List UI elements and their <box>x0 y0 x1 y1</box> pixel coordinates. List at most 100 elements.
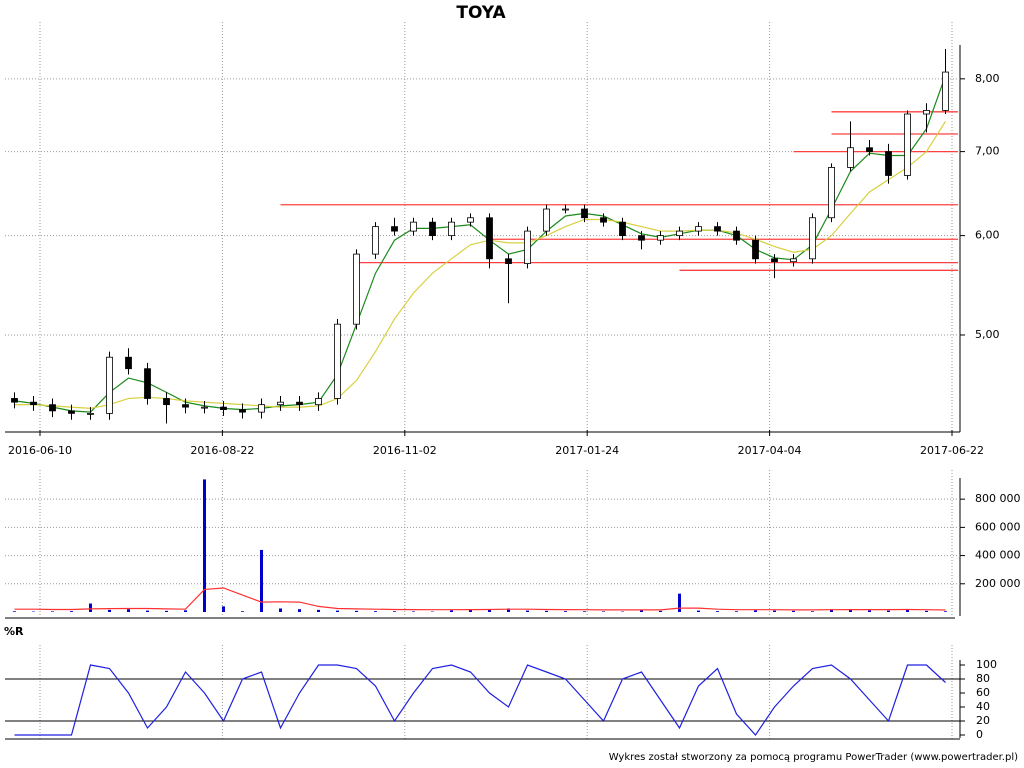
y-tick-label: 100 <box>976 658 997 671</box>
y-tick-label: 6,00 <box>975 229 1000 242</box>
candle-body <box>866 147 873 153</box>
candle-body <box>657 235 664 241</box>
candle-body <box>144 368 151 399</box>
candle-body <box>258 404 265 413</box>
candle-body <box>334 323 341 399</box>
y-tick-label: 8,00 <box>975 72 1000 85</box>
y-tick-label: 20 <box>976 714 990 727</box>
candle-body <box>904 113 911 176</box>
x-tick-label: 2017-01-24 <box>555 444 619 457</box>
candle-body <box>752 239 759 260</box>
candle-body <box>296 401 303 406</box>
candle-body <box>942 71 949 111</box>
volume-bar <box>165 610 168 612</box>
candle-body <box>790 258 797 263</box>
volume-bar <box>868 610 871 612</box>
moving-average <box>14 120 947 410</box>
candle-body <box>923 109 930 115</box>
candle-body <box>353 253 360 325</box>
volume-bar <box>146 610 149 612</box>
volume-bar <box>450 610 453 612</box>
volume-bar <box>887 610 890 612</box>
volume-average <box>14 587 946 611</box>
candle-body <box>809 217 816 260</box>
volume-bar <box>469 609 472 612</box>
y-tick-label: 7,00 <box>975 145 1000 158</box>
candle-body <box>562 208 569 211</box>
volume-bar <box>374 611 377 612</box>
volume-bar <box>127 609 130 612</box>
y-tick-label: 40 <box>976 700 990 713</box>
volume-bar <box>906 609 909 612</box>
candle-body <box>429 221 436 237</box>
volume-bar <box>184 610 187 612</box>
x-tick-label: 2017-04-04 <box>738 444 802 457</box>
candle-body <box>619 221 626 237</box>
candle-body <box>486 217 493 260</box>
candle-body <box>68 410 75 414</box>
indicator-line <box>14 664 946 736</box>
volume-bar <box>317 609 320 612</box>
candle-body <box>106 356 113 414</box>
volume-bar <box>70 611 73 612</box>
volume-bar <box>89 603 92 612</box>
candle-body <box>505 258 512 264</box>
candle-body <box>315 398 322 406</box>
candle-body <box>182 404 189 408</box>
y-tick-label: 600 000 <box>975 520 1021 533</box>
candle-body <box>581 208 588 219</box>
y-tick-label: 80 <box>976 672 990 685</box>
candle-body <box>524 230 531 264</box>
volume-bar <box>735 611 738 612</box>
volume-bar <box>279 608 282 612</box>
volume-bar <box>336 610 339 612</box>
candle-body <box>11 398 18 403</box>
candle-body <box>372 226 379 255</box>
candle-body <box>391 226 398 232</box>
candle-body <box>87 412 94 415</box>
candle-body <box>30 401 37 406</box>
footer: Wykres został stworzony za pomocą progra… <box>609 752 1018 763</box>
volume-bar <box>13 611 16 612</box>
volume-bar <box>298 609 301 612</box>
chart-title: TOYA <box>456 3 506 23</box>
y-tick-label: 800 000 <box>975 492 1021 505</box>
volume-bar <box>222 606 225 612</box>
volume-bar <box>678 593 681 612</box>
candle-body <box>638 235 645 241</box>
volume-bar <box>792 610 795 612</box>
candle-body <box>220 406 227 411</box>
x-tick-label: 2017-06-22 <box>920 444 984 457</box>
volume-bar <box>507 608 510 612</box>
volume-bar <box>849 609 852 612</box>
volume-bar <box>260 549 263 612</box>
volume-bar <box>640 609 643 612</box>
volume-bar <box>602 611 605 612</box>
candle-body <box>163 398 170 406</box>
volume-bar <box>393 611 396 612</box>
candle-body <box>695 226 702 232</box>
candle-body <box>277 401 284 406</box>
y-tick-label: 0 <box>976 728 983 741</box>
candle-body <box>410 221 417 232</box>
volume-bar <box>355 610 358 612</box>
x-tick-label: 2016-06-10 <box>8 444 72 457</box>
candle-body <box>828 167 835 219</box>
volume-bar <box>925 610 928 612</box>
candle-body <box>448 221 455 237</box>
candle-body <box>201 406 208 409</box>
volume-bar <box>811 611 814 612</box>
candle-body <box>543 208 550 232</box>
volume-bar <box>564 611 567 612</box>
volume-bar <box>754 610 757 612</box>
candle-body <box>714 226 721 232</box>
candle-body <box>676 230 683 237</box>
volume-bar <box>659 610 662 612</box>
candle-body <box>125 356 132 370</box>
volume-bar <box>716 611 719 612</box>
candle-body <box>600 217 607 223</box>
candle-body <box>847 147 854 168</box>
candle-body <box>467 217 474 223</box>
y-tick-label: 200 000 <box>975 577 1021 590</box>
